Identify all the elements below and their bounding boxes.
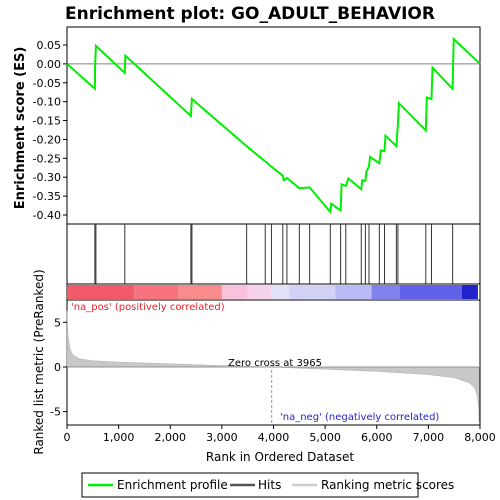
es-y-ticks: 0.05 0.00 -0.05 -0.10 -0.15 -0.20 -0.25 -0.30 -0… xyxy=(33,39,67,222)
hit-lines xyxy=(94,224,454,284)
metric-y-ticks: 5 0 -5 xyxy=(50,316,67,419)
zero-cross-label: Zero cross at 3965 xyxy=(228,358,322,369)
heatmap-segment xyxy=(461,285,478,299)
metric-panel: 50-5 'na_pos' (positively correlated) 'n… xyxy=(32,269,481,455)
legend-hits-label: Hits xyxy=(258,478,281,492)
x-axis-ticks: 0 1,000 2,000 3,000 4,000 5,000 6,000 7,000 8,00… xyxy=(64,425,496,444)
es-y-tick-label: -0.10 xyxy=(33,96,61,109)
legend-metric-label: Ranking metric scores xyxy=(321,478,454,492)
es-y-tick-label: -0.40 xyxy=(33,209,61,222)
neg-correlated-label: 'na_neg' (negatively correlated) xyxy=(280,412,439,423)
es-y-tick-label: 0.05 xyxy=(37,39,62,52)
metric-y-tick-label: 0 xyxy=(54,361,61,374)
es-panel: 0.05 0.00 -0.05 -0.10 -0.15 -0.20 -0.25 -0.30 -0… xyxy=(13,26,481,225)
es-y-tick-label: -0.35 xyxy=(33,190,61,203)
heatmap-segment xyxy=(371,285,400,299)
x-tick-label: 8,000 xyxy=(464,431,496,444)
es-y-tick-label: -0.05 xyxy=(33,77,61,90)
es-y-tick-label: 0.00 xyxy=(37,58,62,71)
heatmap-segment xyxy=(270,285,289,299)
metric-y-axis-label: Ranked list metric (PreRanked) xyxy=(32,269,46,454)
metric-y-tick-label: 5 xyxy=(54,316,61,329)
enrichment-profile-line xyxy=(66,36,481,215)
heatmap-segment xyxy=(247,285,271,299)
x-tick-label: 0 xyxy=(64,431,71,444)
heatmap-segment xyxy=(288,285,336,299)
x-tick-label: 1,000 xyxy=(103,431,135,444)
metric-y-tick-label: -5 xyxy=(50,406,61,419)
es-y-axis-label: Enrichment score (ES) xyxy=(13,47,28,210)
x-axis-label: Rank in Ordered Dataset xyxy=(206,450,354,464)
pos-correlated-label: 'na_pos' (positively correlated) xyxy=(71,302,225,313)
heatmap-segments xyxy=(67,285,478,299)
es-plot-area xyxy=(66,26,481,225)
rank-heatmap xyxy=(66,283,481,301)
x-tick-label: 2,000 xyxy=(155,431,187,444)
legend: Enrichment profile Hits Ranking metric s… xyxy=(81,472,454,498)
heatmap-segment xyxy=(67,285,135,299)
heatmap-segment xyxy=(335,285,372,299)
heatmap-segment xyxy=(399,285,462,299)
legend-enrichment-label: Enrichment profile xyxy=(117,478,228,492)
hits-panel xyxy=(66,223,481,285)
es-y-tick-label: -0.25 xyxy=(33,152,61,165)
es-y-tick-label: -0.15 xyxy=(33,115,61,128)
x-tick-label: 7,000 xyxy=(413,431,445,444)
heatmap-segment xyxy=(221,285,248,299)
x-tick-label: 4,000 xyxy=(258,431,290,444)
x-tick-label: 3,000 xyxy=(206,431,238,444)
heatmap-segment xyxy=(177,285,222,299)
ranking-metric-area xyxy=(66,310,480,423)
es-y-tick-label: -0.30 xyxy=(33,171,61,184)
x-tick-label: 5,000 xyxy=(309,431,341,444)
x-tick-label: 6,000 xyxy=(361,431,393,444)
chart-title: Enrichment plot: GO_ADULT_BEHAVIOR xyxy=(65,4,435,24)
hits-area xyxy=(66,223,481,285)
heatmap-segment xyxy=(134,285,178,299)
es-y-tick-label: -0.20 xyxy=(33,133,61,146)
